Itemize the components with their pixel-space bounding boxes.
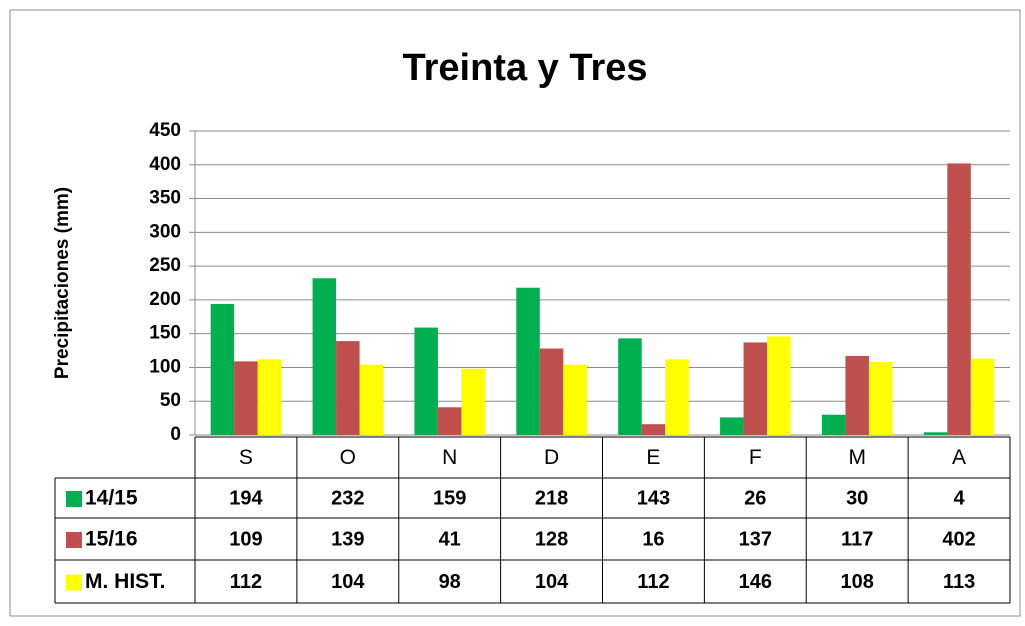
bar	[923, 432, 948, 435]
table-value: 117	[841, 528, 873, 550]
bar	[312, 278, 337, 435]
chart-title: Treinta y Tres	[402, 47, 647, 89]
table-value: 104	[535, 571, 569, 593]
bar	[743, 342, 768, 435]
table-value: 232	[331, 487, 364, 509]
legend-swatch	[66, 574, 82, 591]
table-value: 137	[739, 528, 772, 550]
bar	[414, 327, 438, 435]
table-value: 402	[942, 528, 975, 550]
y-tick-label: 300	[149, 221, 181, 242]
bar	[767, 336, 791, 435]
table-value: 218	[535, 487, 568, 509]
bar	[539, 348, 564, 435]
bar	[234, 361, 258, 435]
table-value: 113	[943, 571, 975, 593]
x-tick-label: F	[749, 446, 762, 469]
table-value: 128	[535, 528, 568, 550]
table-value: 30	[846, 487, 868, 509]
y-tick-label: 350	[149, 188, 181, 209]
bar	[845, 355, 869, 435]
table-value: 98	[439, 571, 461, 593]
bar	[461, 368, 485, 435]
bar	[437, 407, 462, 435]
table-value: 41	[439, 528, 461, 550]
legend-label: 14/15	[85, 487, 138, 510]
y-tick-label: 400	[149, 154, 181, 175]
y-tick-label: 450	[149, 120, 181, 141]
bar	[665, 359, 689, 435]
table-value: 108	[841, 571, 874, 593]
x-tick-label: S	[239, 446, 253, 469]
y-tick-label: 150	[149, 323, 181, 344]
legend-swatch	[66, 491, 82, 507]
legend-label: M. HIST.	[85, 570, 166, 593]
legend-label: 15/16	[85, 528, 138, 551]
x-tick-label: M	[848, 446, 866, 469]
table-value: 4	[954, 487, 966, 509]
table-value: 104	[331, 571, 365, 593]
table-value: 112	[230, 571, 262, 593]
bar	[641, 424, 666, 435]
bar	[563, 364, 587, 435]
bar	[210, 303, 235, 435]
table-value: 194	[229, 487, 263, 509]
y-tick-label: 200	[149, 289, 181, 310]
bar	[947, 163, 971, 435]
table-value: 143	[637, 487, 670, 509]
bar	[821, 414, 846, 435]
bar	[720, 417, 744, 435]
bar	[618, 338, 642, 435]
y-tick-label: 100	[149, 356, 181, 377]
table-value: 16	[642, 528, 664, 550]
bar	[516, 287, 540, 435]
bar	[257, 359, 282, 435]
x-tick-label: A	[952, 446, 966, 469]
chart-border	[9, 9, 1021, 617]
table-value: 112	[637, 571, 669, 593]
bar	[868, 362, 893, 435]
y-tick-label: 250	[149, 255, 181, 276]
legend-swatch	[66, 532, 82, 548]
x-tick-label: E	[646, 446, 660, 469]
x-tick-label: D	[544, 446, 559, 469]
bar	[359, 364, 384, 435]
bar	[970, 358, 995, 435]
table-value: 109	[229, 528, 262, 550]
y-tick-label: 0	[170, 424, 181, 445]
table-value: 146	[739, 571, 772, 593]
table-value: 139	[331, 528, 364, 550]
x-tick-label: N	[442, 446, 457, 469]
bar	[336, 341, 360, 435]
x-tick-label: O	[340, 446, 356, 469]
y-tick-label: 50	[160, 390, 181, 411]
table-value: 26	[744, 487, 766, 509]
y-axis-label: Precipitaciones (mm)	[52, 187, 73, 379]
table-value: 159	[433, 487, 466, 509]
